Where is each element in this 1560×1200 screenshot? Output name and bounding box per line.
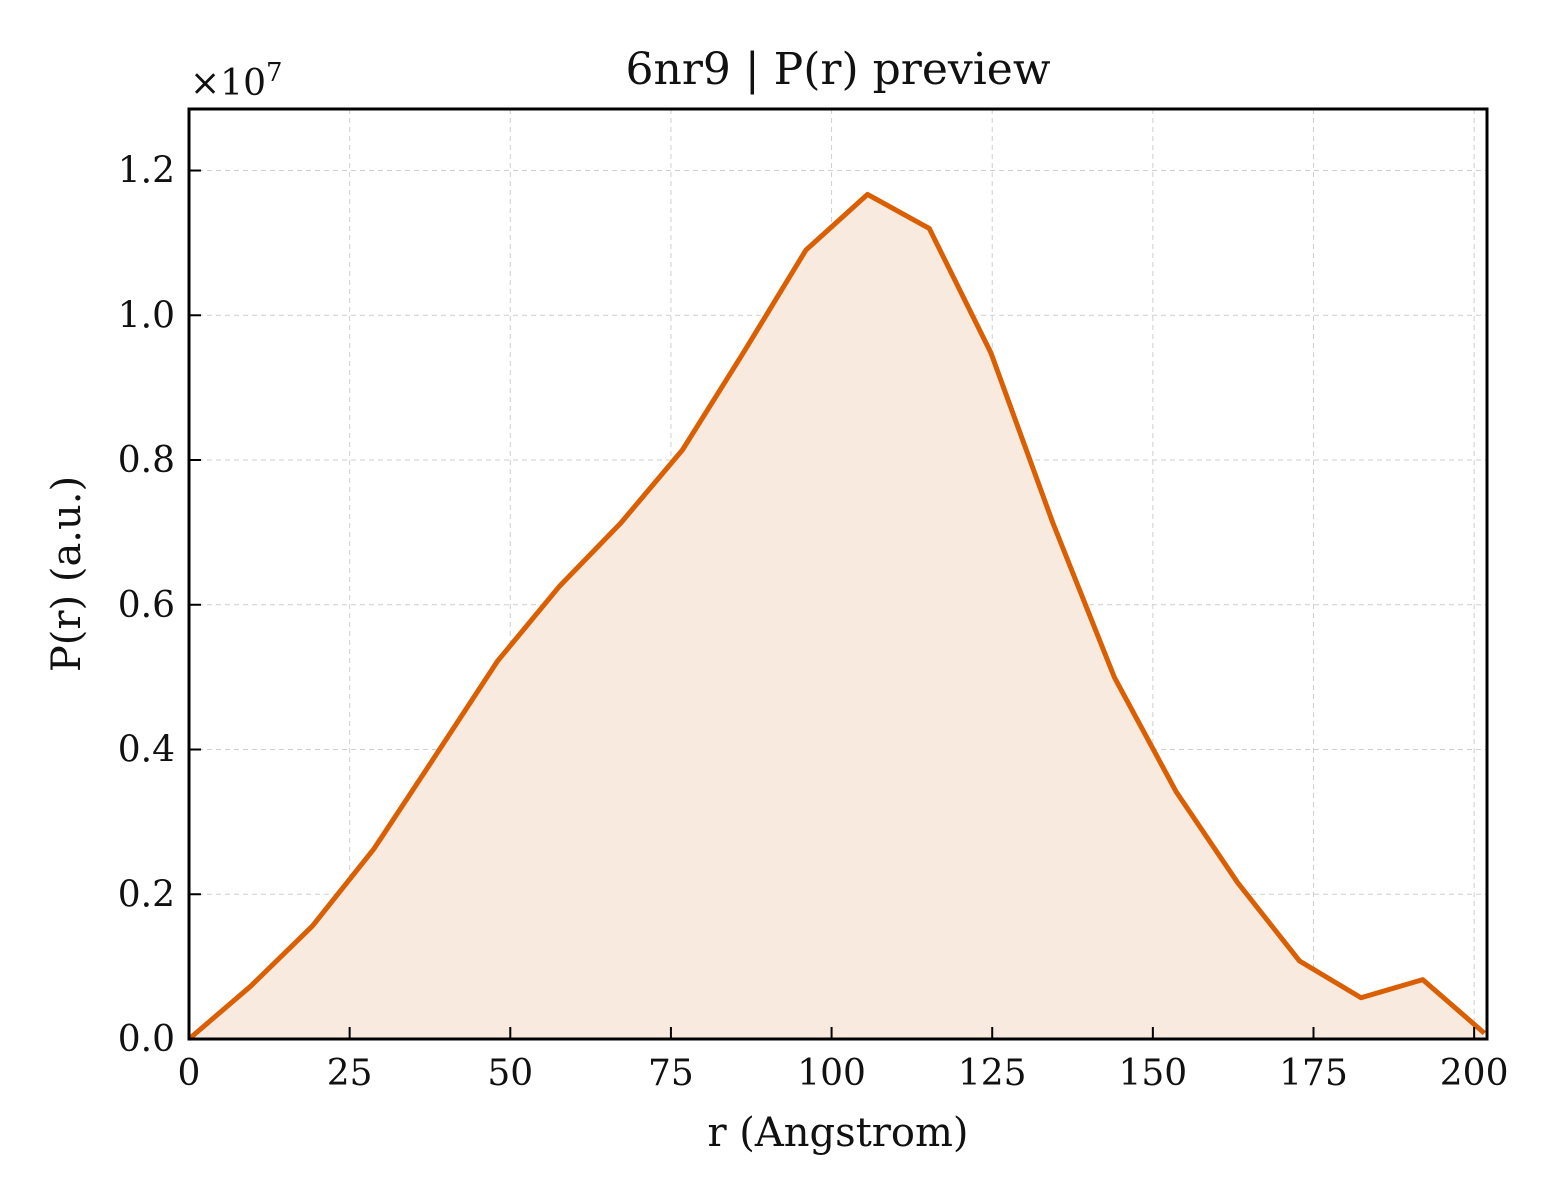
tick-layer — [188, 169, 1476, 1040]
y-multiplier-base: ×10 — [190, 63, 266, 104]
x-tick-label: 175 — [1279, 1053, 1348, 1094]
series-line — [187, 191, 1487, 1041]
x-tick-label: 125 — [958, 1053, 1027, 1094]
y-tick-label: 0.8 — [118, 440, 175, 481]
y-axis-label: P(r) (a.u.) — [44, 476, 90, 672]
x-tick-label: 100 — [797, 1053, 866, 1094]
y-tick-label: 0.6 — [118, 585, 175, 626]
y-tick-label: 1.0 — [118, 295, 175, 336]
y-multiplier-exponent: 7 — [266, 58, 283, 88]
x-tick-label: 0 — [178, 1053, 201, 1094]
chart-title: 6nr9 | P(r) preview — [626, 44, 1051, 95]
plot-frame — [187, 107, 1489, 1041]
x-tick-label: 50 — [487, 1053, 533, 1094]
y-tick-label: 0.2 — [118, 874, 175, 915]
area-fill — [189, 194, 1485, 1039]
tick-label-layer: 0 25 50 75 100 125 150 175 200 0.0 0.2 0.4 0.6 0.8 1.0… — [118, 151, 1509, 1094]
x-tick-label: 75 — [648, 1053, 694, 1094]
x-axis-label: r (Angstrom) — [707, 1110, 968, 1156]
x-tick-label: 200 — [1440, 1053, 1509, 1094]
y-tick-label: 0.4 — [118, 730, 175, 771]
y-tick-label: 0.0 — [118, 1019, 175, 1060]
x-tick-label: 150 — [1119, 1053, 1188, 1094]
y-axis-multiplier: ×107 — [190, 58, 283, 104]
x-tick-label: 25 — [327, 1053, 373, 1094]
y-tick-label: 1.2 — [118, 151, 175, 192]
